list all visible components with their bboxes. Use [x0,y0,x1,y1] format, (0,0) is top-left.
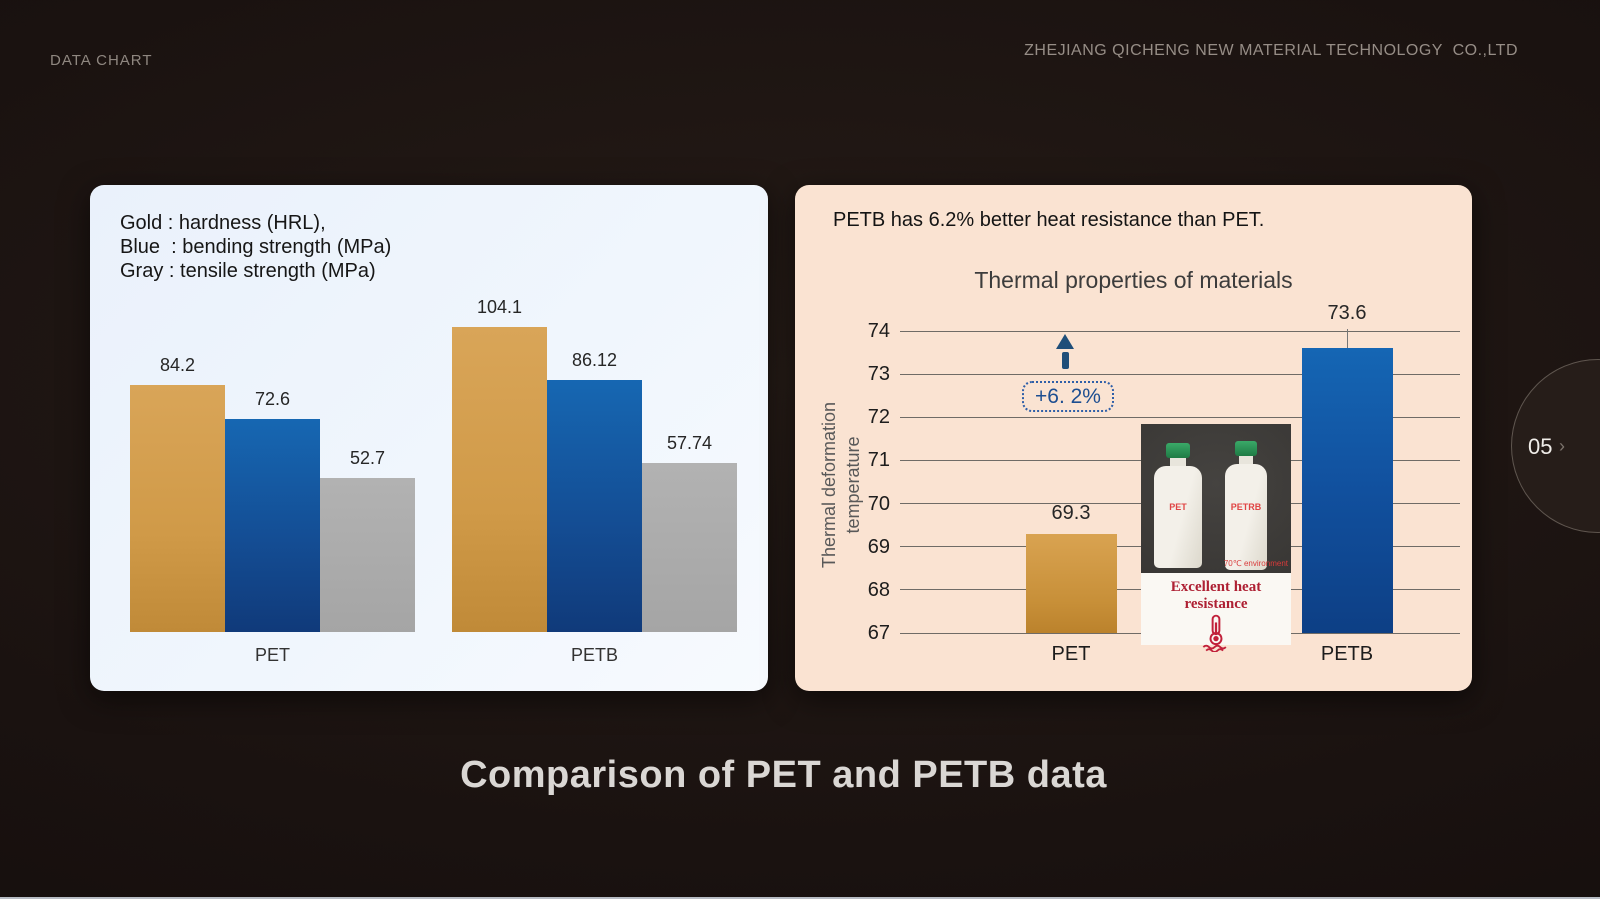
bar-value-label: 86.12 [571,349,618,370]
petb-bottle-label: PETRB [1230,502,1262,512]
delta-annotation: +6. 2% [1022,381,1114,412]
y-tick-label: 69 [867,535,890,558]
y-tick-label: 71 [867,449,890,472]
bar-value-label: 57.74 [666,432,713,453]
y-tick-label: 74 [867,320,890,343]
bar-group-PETB: 104.1 86.12 57.74 [452,297,737,632]
bar-PETB [1302,348,1393,633]
category-label-PETB: PETB [1320,643,1374,665]
bar-value-label: 84.2 [159,355,196,376]
slide-title: Comparison of PET and PETB data [460,754,1107,796]
color-legend: Gold : hardness (HRL), Blue : bending str… [120,211,391,283]
next-chevron-icon: › [1559,436,1565,456]
bar-value-label: 72.6 [254,389,291,410]
y-tick-label: 72 [867,406,890,429]
bar-PET-blue [225,419,320,632]
gridline [900,330,1460,332]
bar-PET-gold [130,385,225,632]
inset-caption: Excellent heat resistance [1170,579,1262,612]
up-arrow-icon [1051,334,1079,369]
page-number: 05 [1528,434,1553,459]
thermal-bar-chart: +6. 2% PET PETRB [868,302,1460,665]
gridline [900,373,1460,375]
chart-title: Thermal properties of materials [974,267,1293,293]
category-label-PETB: PETB [570,645,618,665]
bottles-photo: PET PETRB 70℃ environment [1141,424,1291,573]
y-axis-label-line: Thermal deformation [819,401,839,569]
bar-value-label: 73.6 [1327,302,1367,324]
inset-caption-area: Excellent heat resistance [1141,573,1291,653]
y-tick-label: 68 [867,578,890,601]
y-tick-label: 70 [867,492,890,515]
bar-PETB-gray [642,462,737,632]
bar-group-PET: 84.2 72.6 52.7 [130,355,415,632]
thermal-properties-card: PETB has 6.2% better heat resistance tha… [795,185,1472,691]
bar-PET [1026,533,1117,633]
legend-line: Gray : tensile strength (MPa) [120,260,376,282]
petb-bottle: PETRB [1225,441,1267,570]
bottom-divider [0,897,1600,899]
bar-PET-gray [320,477,415,632]
bar-value-label: 69.3 [1051,501,1091,524]
company-name: ZHEJIANG QICHENG NEW MATERIAL TECHNOLOGY… [1024,42,1518,59]
thermometer-icon [1202,614,1227,653]
bar-PETB-blue [547,379,642,632]
heat-resistance-headline: PETB has 6.2% better heat resistance tha… [833,209,1265,231]
bar-PETB-gold [452,327,547,632]
gridline [900,416,1460,418]
photo-note: 70℃ environment [1223,559,1288,568]
category-label-PET: PET [1051,643,1091,665]
legend-line: Gold : hardness (HRL), [120,212,326,234]
page-indicator[interactable]: 05 › [1511,359,1600,533]
header-label: DATA CHART [50,52,153,69]
label-leader-line [1347,329,1348,349]
category-label-PET: PET [254,645,290,665]
pet-bottle: PET [1154,443,1202,568]
y-tick-label: 73 [867,363,890,386]
bar-value-label: 52.7 [349,447,386,468]
y-tick-label: 67 [867,622,890,644]
legend-line: Blue : bending strength (MPa) [120,236,392,258]
bar-value-label: 104.1 [476,297,523,317]
pet-bottle-label: PET [1169,502,1187,512]
bottles-inset-image: PET PETRB 70℃ environment Excellent heat… [1141,424,1291,653]
mechanical-properties-card: Gold : hardness (HRL), Blue : bending str… [90,185,768,691]
